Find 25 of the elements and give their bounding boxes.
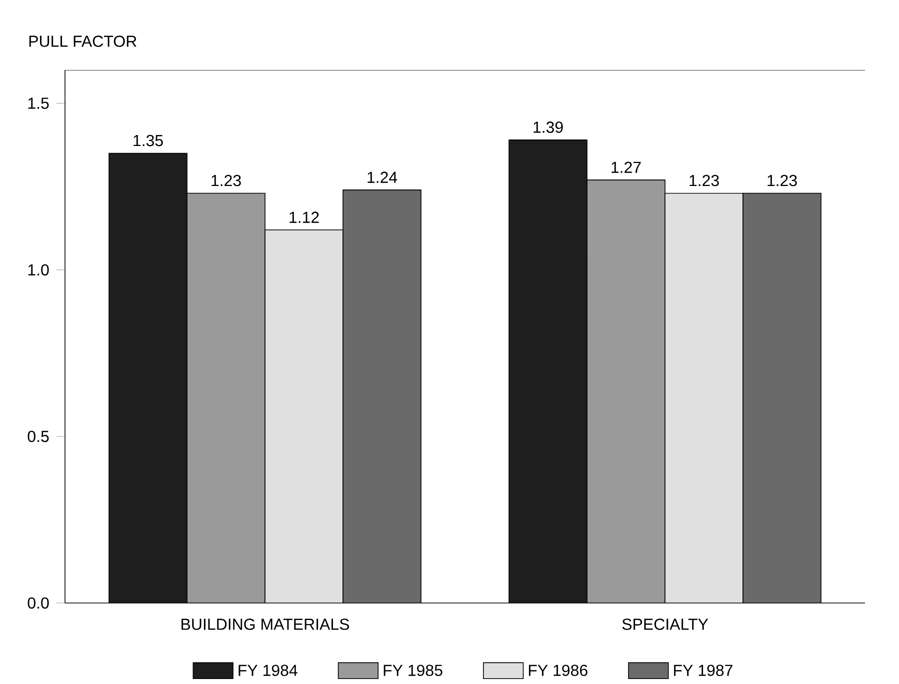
data-label: 1.12 <box>290 212 319 223</box>
data-label: 1.23 <box>690 174 719 186</box>
bar <box>343 190 422 603</box>
y-tick-label: 1.0 <box>28 264 49 276</box>
legend-label: FY 1986 <box>528 664 588 676</box>
bar <box>742 192 822 603</box>
y-tick-label: 1.5 <box>28 98 49 109</box>
bar <box>187 193 266 603</box>
data-label: 1.35 <box>134 134 163 146</box>
data-label: 1.27 <box>612 162 641 173</box>
data-label: 1.23 <box>768 174 797 186</box>
legend-label: FY 1984 <box>238 664 298 676</box>
bar <box>586 180 666 603</box>
x-tick-label: BUILDING MATERIALS <box>182 618 350 630</box>
data-label: 1.39 <box>534 122 563 133</box>
legend-label: FY 1985 <box>384 664 442 676</box>
legend-label: FY 1987 <box>674 664 732 676</box>
data-label: 1.24 <box>368 172 398 183</box>
x-tick-label: SPECIALTY <box>622 618 708 630</box>
y-tick-label: 0.5 <box>28 430 49 442</box>
bar <box>664 192 744 603</box>
data-label: 1.23 <box>212 174 241 186</box>
y-tick-label: 0.0 <box>28 597 49 609</box>
bar <box>265 230 344 603</box>
y-axis-title: PULL FACTOR <box>29 36 136 47</box>
